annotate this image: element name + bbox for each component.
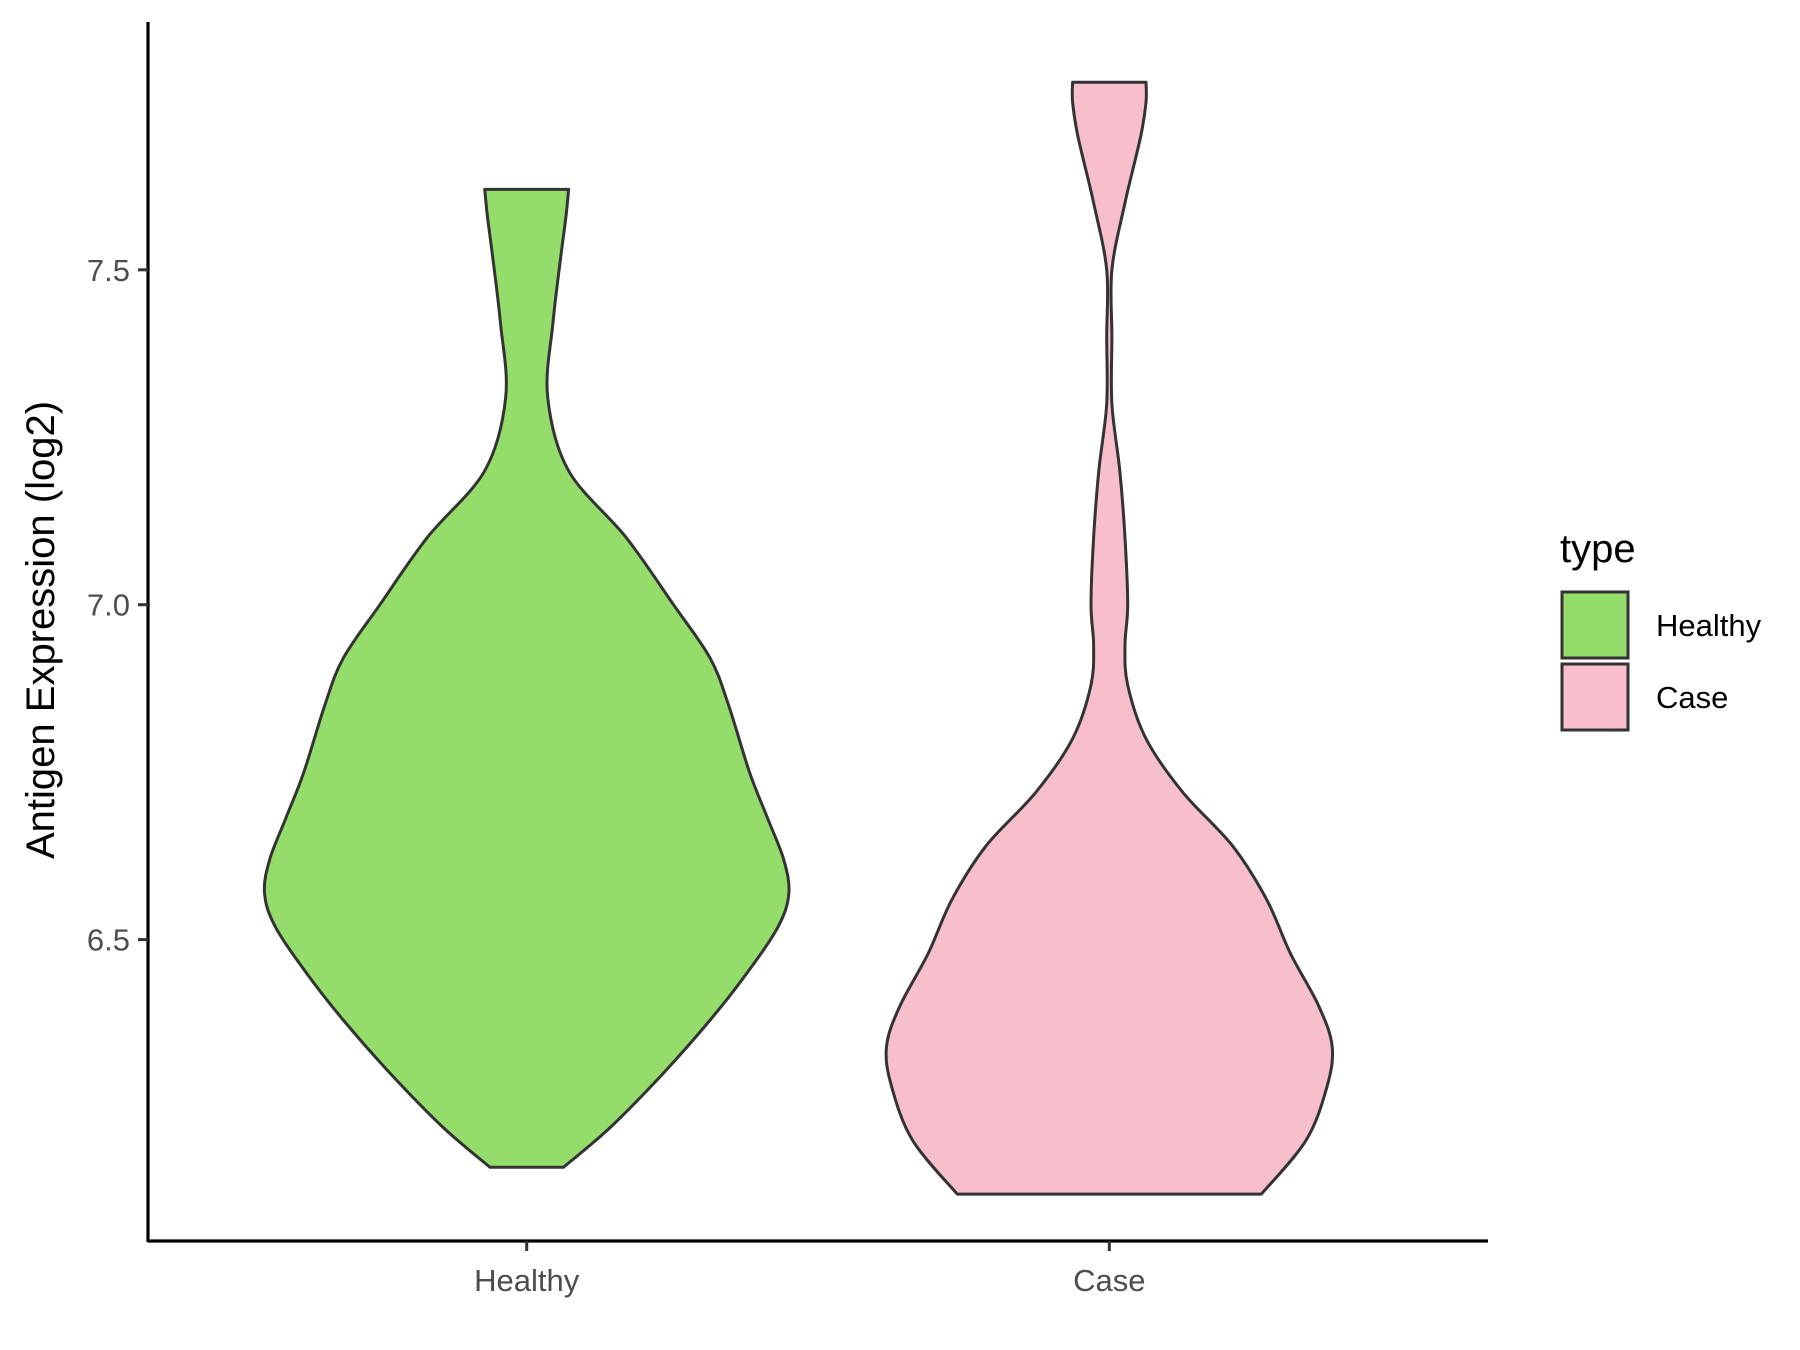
legend-key — [1560, 662, 1630, 732]
x-tick-label: Healthy — [474, 1263, 580, 1298]
legend-key — [1560, 590, 1630, 660]
legend-label: Case — [1656, 680, 1728, 715]
y-axis: 6.5 7.0 7.5 — [87, 22, 150, 1242]
y-tick-label: 6.5 — [87, 923, 130, 958]
violin-case — [884, 80, 1335, 1196]
legend-label: Healthy — [1656, 608, 1762, 643]
y-axis-title: Antigen Expression (log2) — [19, 401, 63, 859]
legend-title: type — [1560, 527, 1636, 571]
violin-healthy — [262, 187, 791, 1169]
legend: type Healthy Case — [1560, 527, 1762, 732]
x-axis: Healthy Case — [148, 1239, 1488, 1298]
violin-layer — [262, 80, 1335, 1196]
y-tick-label: 7.5 — [87, 253, 130, 288]
x-tick-label: Case — [1073, 1263, 1145, 1298]
y-tick-label: 7.0 — [87, 588, 130, 623]
